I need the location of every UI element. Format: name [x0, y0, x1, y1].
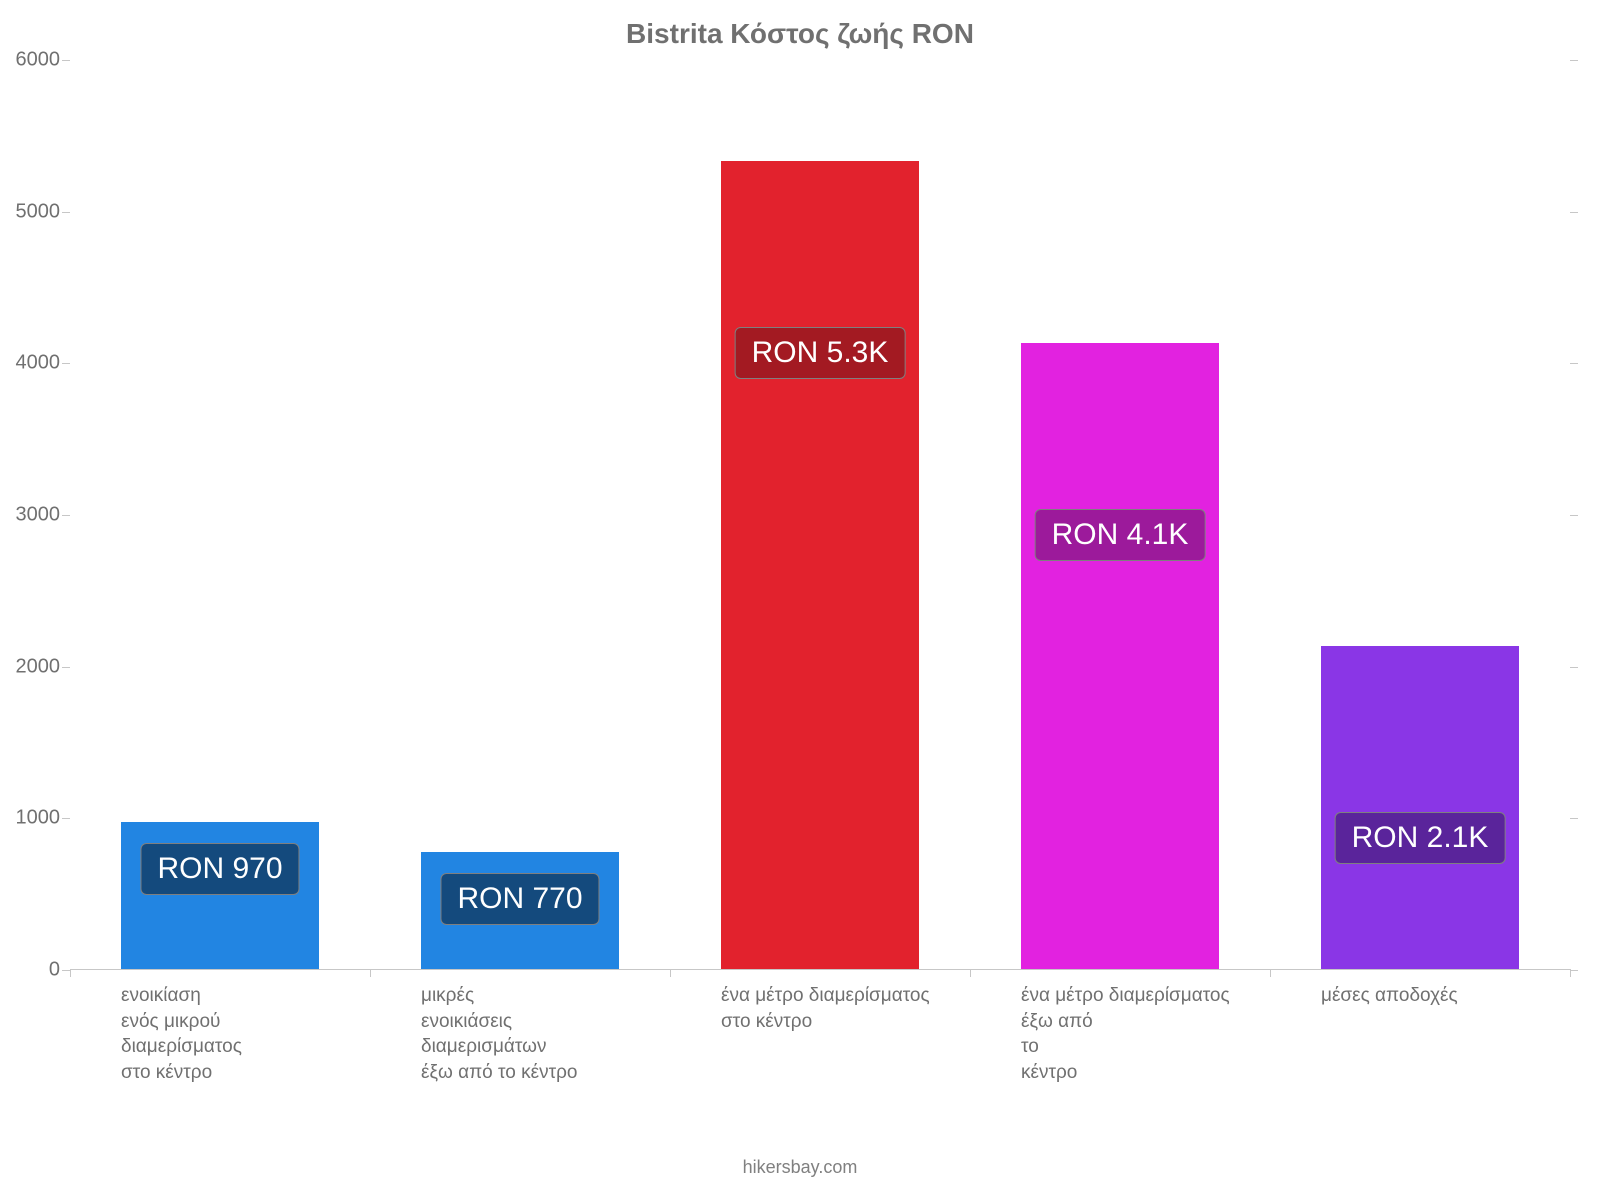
x-axis-label: ένα μέτρο διαμερίσματος έξω από το κέντρ… [1021, 969, 1321, 1086]
value-badge: RON 4.1K [1035, 509, 1206, 561]
x-axis-label: ενοικίαση ενός μικρού διαμερίσματος στο … [121, 969, 421, 1086]
y-tick-mark [1570, 363, 1578, 364]
chart-credit: hikersbay.com [0, 1157, 1600, 1178]
y-tick-mark [62, 667, 70, 668]
bar [1021, 343, 1219, 969]
y-tick-mark [62, 970, 70, 971]
bar [721, 161, 919, 969]
y-tick-mark [62, 515, 70, 516]
cost-of-living-chart: Bistrita Κόστος ζωής RON 010002000300040… [0, 0, 1600, 1200]
plot-area: 0100020003000400050006000RON 970ενοικίασ… [70, 60, 1570, 970]
y-tick-mark [1570, 212, 1578, 213]
chart-title: Bistrita Κόστος ζωής RON [0, 18, 1600, 50]
x-axis-label: μέσες αποδοχές [1321, 969, 1600, 1009]
value-badge: RON 970 [140, 843, 299, 895]
x-tick-mark [70, 969, 71, 977]
x-axis-label: μικρές ενοικιάσεις διαμερισμάτων έξω από… [421, 969, 721, 1086]
y-tick-mark [62, 818, 70, 819]
y-tick-mark [1570, 60, 1578, 61]
x-axis-label: ένα μέτρο διαμερίσματος στο κέντρο [721, 969, 1021, 1034]
y-tick-mark [1570, 818, 1578, 819]
y-tick-mark [1570, 667, 1578, 668]
y-tick-mark [62, 60, 70, 61]
value-badge: RON 2.1K [1335, 812, 1506, 864]
value-badge: RON 770 [440, 873, 599, 925]
y-tick-mark [62, 363, 70, 364]
value-badge: RON 5.3K [735, 327, 906, 379]
y-tick-mark [62, 212, 70, 213]
y-tick-mark [1570, 515, 1578, 516]
bar [1321, 646, 1519, 969]
